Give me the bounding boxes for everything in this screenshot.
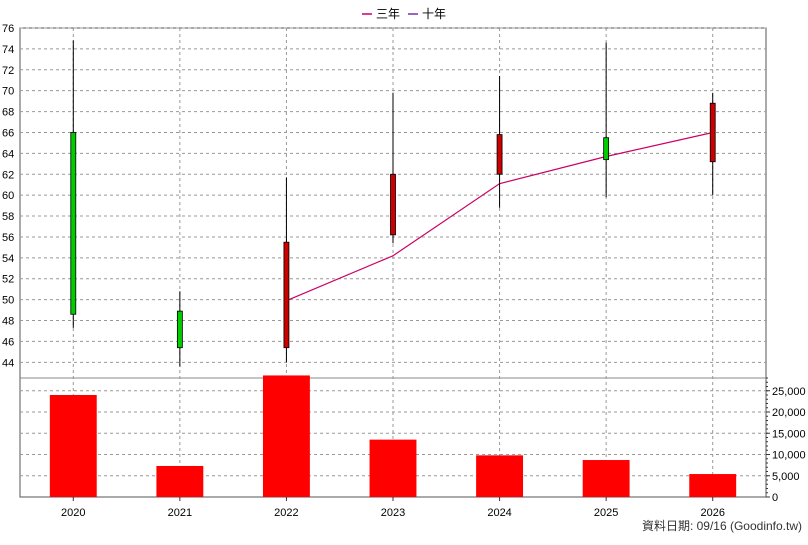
volume-tick-label: 25,000 xyxy=(772,386,806,398)
price-tick-label: 54 xyxy=(2,253,14,265)
volume-axis: 0 5,000 10,000 15,000 20,000 25,000 xyxy=(766,377,806,504)
price-tick-label: 58 xyxy=(2,211,14,223)
price-tick-label: 48 xyxy=(2,316,14,328)
volume-bar xyxy=(369,439,417,497)
volume-tick-label: 5,000 xyxy=(772,471,800,483)
volume-bar xyxy=(49,395,97,497)
price-tick-label: 60 xyxy=(2,190,14,202)
price-tick-label: 72 xyxy=(2,65,14,77)
candle-body xyxy=(709,102,716,163)
volume-bar xyxy=(582,460,630,497)
price-tick-label: 74 xyxy=(2,44,14,56)
volume-tick-label: 20,000 xyxy=(772,407,806,419)
volume-tick-label: 10,000 xyxy=(772,450,806,462)
price-tick-label: 70 xyxy=(2,86,14,98)
volume-bar xyxy=(156,465,204,497)
legend-label: 十年 xyxy=(422,7,446,21)
volume-bar xyxy=(262,375,310,497)
volume-bar xyxy=(689,474,737,497)
x-tick-label: 2020 xyxy=(61,507,85,519)
volume-bars xyxy=(49,375,737,497)
price-tick-label: 46 xyxy=(2,336,14,348)
candle-body xyxy=(390,173,396,236)
price-tick-label: 50 xyxy=(2,295,14,307)
x-tick-label: 2025 xyxy=(594,507,618,519)
price-tick-label: 62 xyxy=(2,169,14,181)
candle-body xyxy=(496,134,503,175)
x-tick-label: 2024 xyxy=(487,507,511,519)
price-tick-label: 64 xyxy=(2,148,14,160)
price-axis: 44 46 48 50 52 54 56 58 60 62 64 66 68 70 72 74 76 xyxy=(2,23,14,369)
candle-body xyxy=(176,310,183,349)
price-tick-label: 68 xyxy=(2,107,14,119)
candle-body xyxy=(603,137,610,161)
x-tick-label: 2026 xyxy=(700,507,724,519)
price-tick-label: 66 xyxy=(2,127,14,139)
volume-bar xyxy=(476,455,524,497)
legend-label: 三年 xyxy=(376,7,400,21)
candle-body xyxy=(283,241,290,349)
price-tick-label: 76 xyxy=(2,23,14,35)
x-axis: 2020 2021 2022 2023 2024 2025 2026 xyxy=(61,497,725,519)
price-tick-label: 44 xyxy=(2,357,14,369)
x-tick-label: 2023 xyxy=(381,507,405,519)
candles xyxy=(70,40,716,367)
price-tick-label: 52 xyxy=(2,274,14,286)
legend: 三年 十年 xyxy=(362,7,446,21)
price-tick-label: 56 xyxy=(2,232,14,244)
volume-tick-label: 15,000 xyxy=(772,428,806,440)
x-tick-label: 2021 xyxy=(168,507,192,519)
candle-body xyxy=(70,132,77,315)
x-tick-label: 2022 xyxy=(274,507,298,519)
volume-tick-label: 0 xyxy=(772,492,778,504)
source-footer: 資料日期: 09/16 (Goodinfo.tw) xyxy=(641,519,802,533)
